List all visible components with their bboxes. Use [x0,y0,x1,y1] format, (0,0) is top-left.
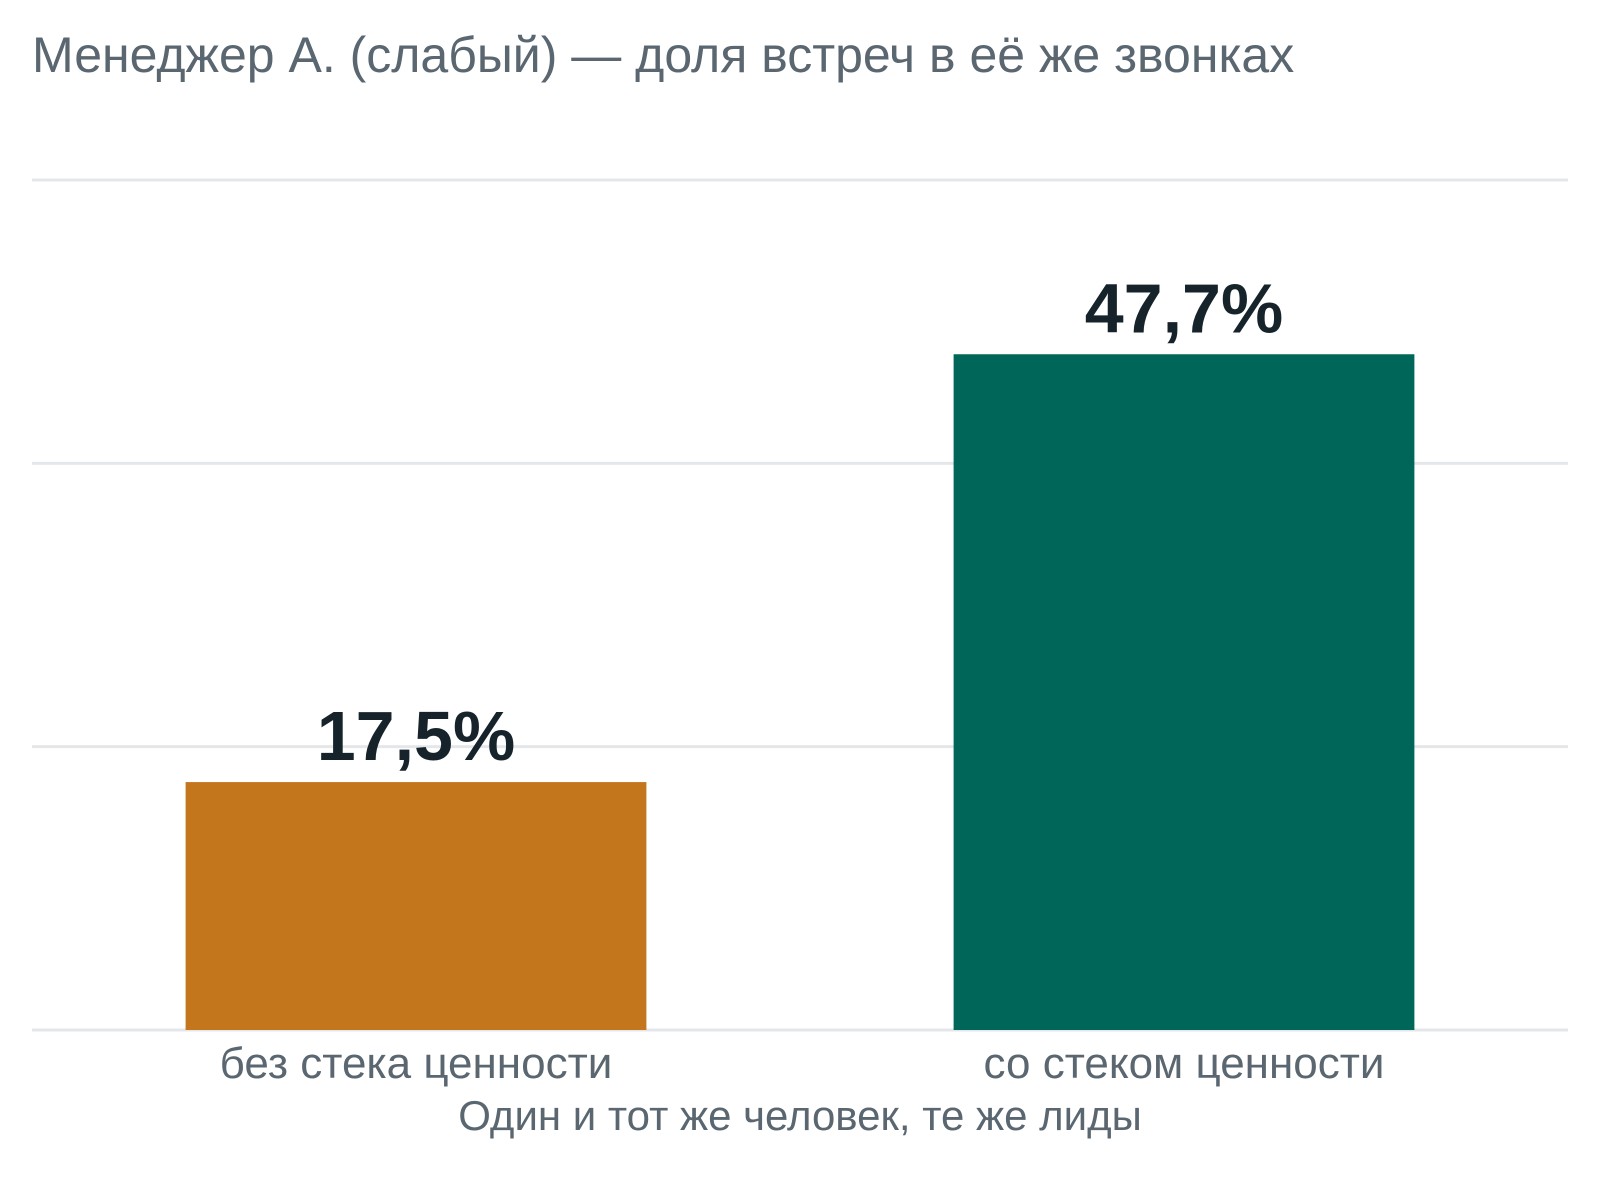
value-labels: 17,5% 47,7% [317,269,1283,775]
x-tick-label-0: без стека ценности [220,1039,613,1088]
bars [185,354,1415,1030]
x-axis-title: Один и тот же человек, те же лиды [458,1092,1142,1139]
x-tick-label-1: со стеком ценности [984,1039,1385,1088]
bar-1 [953,354,1415,1030]
value-label-0: 17,5% [317,697,515,775]
bar-0 [185,782,647,1030]
x-tick-labels: без стека ценности со стеком ценности [220,1039,1385,1088]
value-label-1: 47,7% [1085,269,1283,347]
chart-title: Менеджер А. (слабый) — доля встреч в её … [32,27,1294,83]
